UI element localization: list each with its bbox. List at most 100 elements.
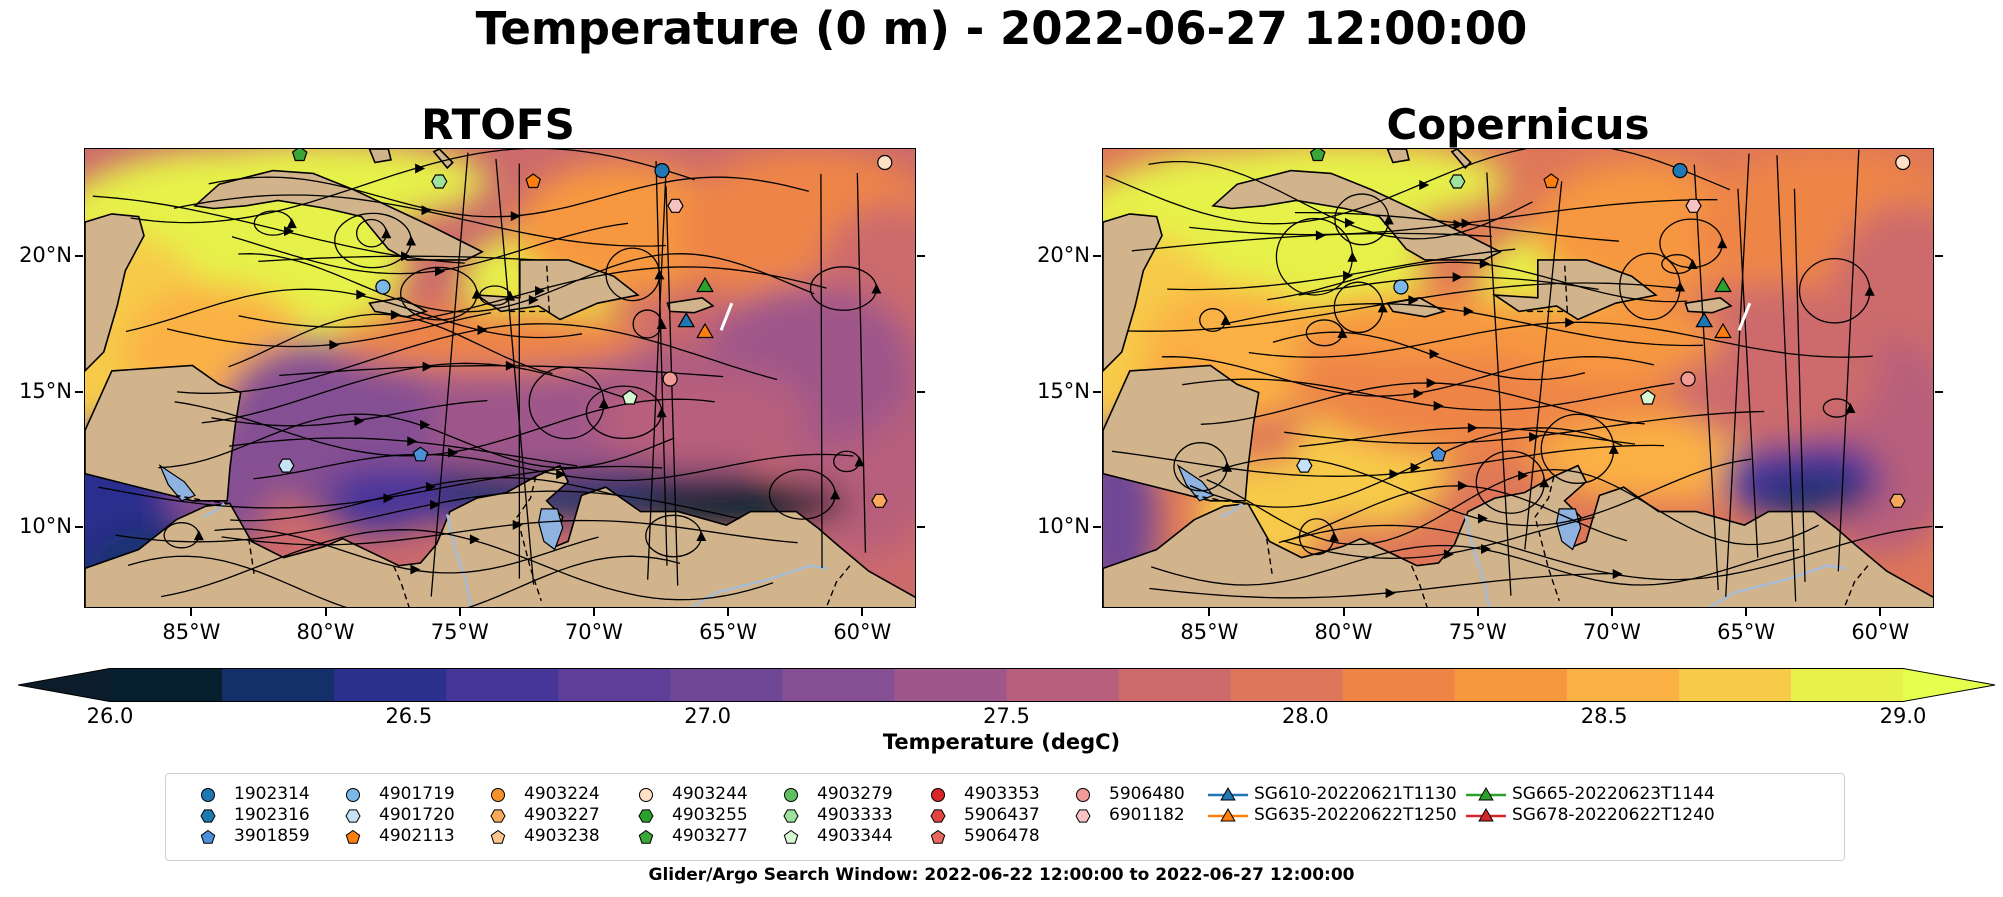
y-tick-label: 15°N	[1037, 378, 1090, 403]
lake-polygon	[1555, 508, 1582, 551]
streamline-arrow	[1518, 470, 1529, 481]
streamline-arrow	[1481, 543, 1492, 554]
land-polygon	[1211, 169, 1502, 261]
streamline	[1182, 378, 1675, 411]
legend-label: SG610-20220621T1130	[1254, 784, 1457, 804]
legend-label: SG678-20220622T1240	[1512, 805, 1715, 825]
marker-SG665-20220623T1144	[1714, 276, 1732, 293]
streamline	[1284, 410, 1765, 444]
colorbar-segment	[894, 668, 1007, 702]
streamline-arrow	[390, 309, 401, 320]
streamline-arrow	[422, 361, 433, 372]
temperature-patch	[326, 468, 434, 534]
glider-track	[719, 302, 734, 331]
streamline-arrow	[1222, 461, 1233, 472]
streamline	[127, 555, 681, 607]
streamline-arrow	[1426, 377, 1437, 388]
streamline	[1524, 181, 1563, 550]
streamline-arrow	[407, 436, 418, 447]
country-border	[1534, 476, 1560, 602]
streamline	[1128, 282, 1681, 332]
streamline	[1206, 468, 1819, 546]
streamline	[1298, 427, 1636, 448]
legend-label: 4901719	[379, 784, 455, 804]
streamline	[238, 253, 815, 313]
streamline-arrow	[430, 499, 441, 510]
streamline-arrow	[1383, 214, 1394, 225]
legend-label: 4903255	[672, 805, 748, 825]
streamline	[201, 362, 635, 424]
legend-label: 4903353	[964, 784, 1040, 804]
river-line	[1464, 514, 1491, 607]
streamline-arrow	[1344, 217, 1355, 228]
y-tick-mark	[917, 525, 925, 528]
streamline	[160, 529, 774, 601]
streamline	[1486, 172, 1512, 596]
country-border	[176, 494, 230, 505]
streamline	[115, 490, 740, 543]
streamline	[495, 158, 535, 585]
figure-title: Temperature (0 m) - 2022-06-27 12:00:00	[475, 2, 1528, 55]
x-tick-label: 85°W	[162, 620, 221, 644]
streamline-arrow	[383, 493, 394, 504]
circle-marker-icon	[784, 788, 798, 802]
streamline-arrow	[1477, 513, 1488, 524]
marker-SG635-20220622T1250	[696, 322, 714, 339]
streamline-arrow	[871, 283, 882, 294]
streamline-arrow	[469, 534, 480, 545]
y-tick-mark	[75, 390, 83, 393]
pentagon-marker-icon	[345, 829, 361, 844]
streamline	[1151, 544, 1800, 586]
y-tick-mark	[1093, 390, 1101, 393]
streamline-arrow	[1329, 531, 1340, 542]
river-line	[446, 514, 473, 607]
hexagon-marker-icon	[1075, 809, 1091, 823]
hexagon-marker-icon	[783, 809, 799, 823]
streamline	[208, 176, 809, 218]
y-tick-mark	[1935, 390, 1943, 393]
streamline-arrow	[381, 228, 392, 239]
land-polygon	[1684, 296, 1733, 314]
marker-4901719	[375, 279, 391, 295]
streamline-arrow	[421, 205, 432, 216]
streamline	[214, 528, 599, 574]
x-tick-label: 65°W	[1717, 620, 1776, 644]
triangle-marker-icon	[1466, 786, 1506, 801]
y-tick-mark	[75, 255, 83, 258]
river-line	[1220, 502, 1244, 519]
streamline-arrow	[696, 531, 707, 542]
colorbar-tick-label: 27.0	[684, 704, 732, 728]
streamline	[1267, 261, 1688, 303]
streamline-arrow	[329, 339, 340, 350]
pentagon-marker-icon	[930, 829, 946, 844]
colorbar-segment	[1454, 668, 1568, 702]
streamline-arrow	[1864, 285, 1875, 296]
circle-marker-icon	[1076, 788, 1090, 802]
colorbar-segment	[670, 668, 783, 702]
streamline-arrow	[1467, 422, 1478, 433]
marker-1902314	[654, 163, 670, 179]
marker-SG635-20220622T1250	[1714, 322, 1732, 339]
streamline-arrow	[1377, 302, 1388, 313]
streamline-arrow	[1461, 218, 1472, 229]
y-tick-mark	[75, 525, 83, 528]
land-polygon	[85, 213, 145, 373]
streamline	[1111, 444, 1665, 477]
streamline-arrow	[406, 235, 417, 246]
river-line	[1707, 564, 1847, 607]
streamline-arrow	[1347, 251, 1358, 262]
country-border	[825, 565, 851, 607]
circle-marker-icon	[201, 788, 215, 802]
streamline	[211, 399, 488, 427]
land-polygon	[432, 149, 454, 170]
marker-4901720	[1296, 458, 1313, 473]
streamline	[1148, 160, 1533, 240]
streamline-arrow	[830, 489, 841, 500]
x-tick-mark	[1208, 608, 1211, 616]
streamline-arrow	[1612, 568, 1623, 579]
hexagon-marker-icon	[345, 809, 361, 823]
streamline	[430, 152, 469, 597]
hexagon-marker-icon	[200, 809, 216, 823]
rtofs-temperature-map	[85, 149, 915, 607]
streamline	[166, 312, 492, 348]
